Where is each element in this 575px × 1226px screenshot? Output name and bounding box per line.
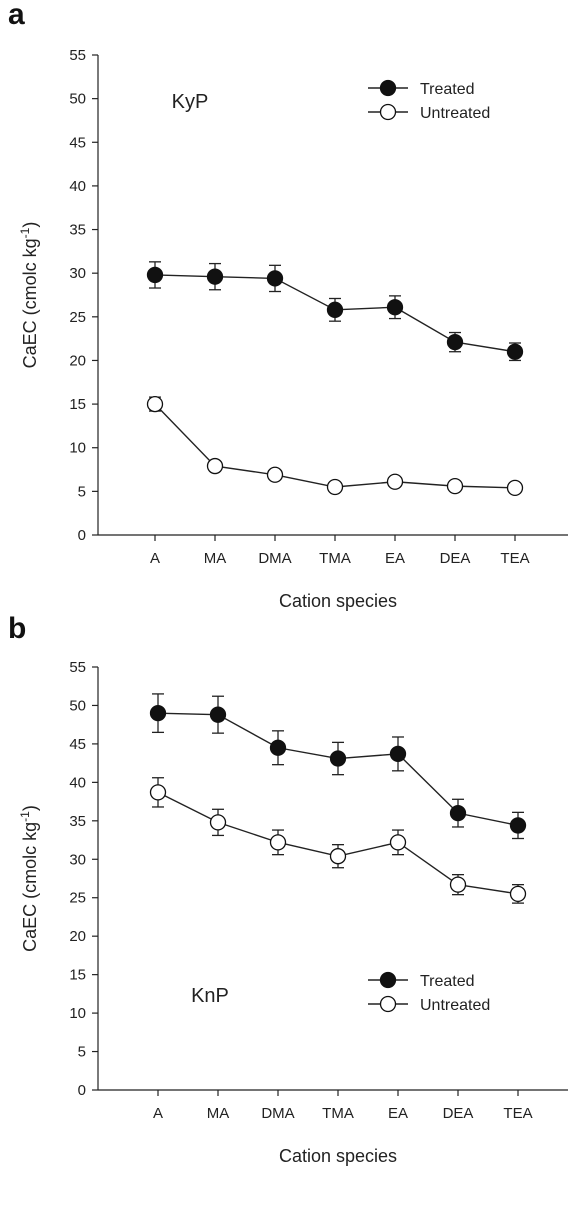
panel-a-treated-point xyxy=(266,270,284,287)
panel-b-y-tick-label: 25 xyxy=(69,890,86,907)
panel-a-y-axis-title: CaEC (cmolc kg-1) xyxy=(18,222,40,369)
panel-a-untreated-point xyxy=(266,466,284,483)
panel-a-treated-point xyxy=(206,268,224,285)
panel-b-y-tick-label: 50 xyxy=(69,697,86,714)
panel-b-x-tick-label: DEA xyxy=(443,1105,474,1122)
panel-a-x-tick-label: DMA xyxy=(258,550,291,567)
panel-b-treated-legend-label: Treated xyxy=(420,973,475,990)
panel-a-untreated-legend-label: Untreated xyxy=(420,105,490,122)
panel-b-untreated-legend-marker xyxy=(379,995,397,1013)
panel-a-x-tick-label: TMA xyxy=(319,550,351,567)
panel-b-treated-point xyxy=(269,739,287,756)
panel-b-x-tick-label: MA xyxy=(207,1105,230,1122)
chart-panel-b: 0 5 10 15 20 25 30 35 40 45 50 55 A MA DMA TMA EA DEA TEA C… xyxy=(18,659,568,1166)
panel-b-y-tick-label: 45 xyxy=(69,736,86,753)
panel-b-treated-point xyxy=(149,704,167,722)
panel-b-y-tick-label: 55 xyxy=(69,659,86,676)
panel-a-treated-point xyxy=(386,299,404,316)
panel-a-treated-legend-marker xyxy=(379,79,397,97)
panel-b-y-tick-label: 10 xyxy=(69,1005,86,1022)
panel-a-treated-point xyxy=(506,343,524,360)
panel-b-untreated-point xyxy=(389,834,407,851)
panel-a-y-tick-label: 45 xyxy=(69,134,86,151)
panel-b-treated-point xyxy=(389,745,407,763)
panel-b-x-tick-label: TMA xyxy=(322,1105,354,1122)
panel-a-x-tick-label: A xyxy=(150,550,160,567)
panel-a-untreated-point xyxy=(206,457,224,475)
panel-a-site-annotation: KyP xyxy=(172,91,209,113)
panel-b-y-tick-label: 40 xyxy=(69,774,86,791)
panel-a-untreated-point xyxy=(446,477,464,495)
panel-a-untreated-point xyxy=(146,395,164,413)
panel-a-x-tick-label: EA xyxy=(385,550,405,567)
panel-a-untreated-line xyxy=(154,403,516,489)
panel-a-y-tick-label: 25 xyxy=(69,309,86,326)
panel-b-y-tick-label: 35 xyxy=(69,813,86,830)
panel-b-x-axis-title: Cation species xyxy=(279,1146,397,1166)
panel-a-treated-point xyxy=(326,301,344,318)
panel-b-y-tick-label: 15 xyxy=(69,967,86,984)
panel-a-y-tick-label: 0 xyxy=(78,527,86,544)
panel-label-b: b xyxy=(8,612,27,645)
panel-b-site-annotation: KnP xyxy=(191,985,229,1007)
panel-b-x-tick-label: EA xyxy=(388,1105,408,1122)
panel-b-y-tick-label: 5 xyxy=(78,1044,86,1061)
panel-b-y-tick-label: 30 xyxy=(69,851,86,868)
panel-a-y-tick-label: 10 xyxy=(69,440,86,457)
panel-a-y-tick-label: 15 xyxy=(69,396,86,413)
panel-a-x-tick-label: MA xyxy=(204,550,227,567)
panel-a-treated-point xyxy=(446,333,464,351)
panel-b-untreated-point xyxy=(269,834,287,851)
panel-b-treated-point xyxy=(509,817,527,834)
panel-a-y-tick-label: 50 xyxy=(69,91,86,108)
panel-a-y-tick-label: 40 xyxy=(69,178,86,195)
panel-b-untreated-legend-label: Untreated xyxy=(420,997,490,1014)
panel-b-x-tick-label: DMA xyxy=(261,1105,294,1122)
panel-a-untreated-legend-marker xyxy=(379,103,397,121)
panel-b-treated-point xyxy=(209,706,227,723)
panel-a-untreated-point xyxy=(506,479,524,497)
panel-a-y-tick-label: 5 xyxy=(78,483,86,500)
panel-b-y-tick-label: 20 xyxy=(69,928,86,945)
panel-a-untreated-point xyxy=(326,478,344,496)
panel-label-a: a xyxy=(8,0,25,31)
panel-a-x-tick-label: TEA xyxy=(500,550,529,567)
panel-b-y-tick-label: 0 xyxy=(78,1082,86,1099)
panel-b-untreated-point xyxy=(449,876,467,893)
panel-a-treated-point xyxy=(146,266,164,284)
panel-a-y-tick-label: 20 xyxy=(69,352,86,369)
panel-a-treated-legend-label: Treated xyxy=(420,81,475,98)
panel-b-x-tick-label: TEA xyxy=(503,1105,532,1122)
panel-b-untreated-point xyxy=(209,814,227,831)
panel-a-x-axis-title: Cation species xyxy=(279,591,397,611)
panel-a-y-tick-label: 30 xyxy=(69,265,86,282)
panel-b-untreated-point xyxy=(149,784,167,801)
panel-b-treated-point xyxy=(329,750,347,767)
panel-b-untreated-point xyxy=(509,885,527,903)
panel-a-y-tick-label: 55 xyxy=(69,47,86,64)
panel-a-untreated-point xyxy=(386,473,404,490)
panel-b-treated-legend-marker xyxy=(379,971,397,989)
chart-panel-a: 0 5 10 15 20 25 30 35 40 45 50 55 A MA DMA TMA EA DEA TEA C… xyxy=(18,47,568,611)
panel-a-y-tick-label: 35 xyxy=(69,222,86,239)
panel-b-untreated-point xyxy=(329,848,347,865)
panel-b-treated-point xyxy=(449,804,467,822)
panel-b-untreated-line xyxy=(157,791,519,895)
panel-a-x-tick-label: DEA xyxy=(440,550,471,567)
panel-b-x-tick-label: A xyxy=(153,1105,163,1122)
panel-b-y-axis-title: CaEC (cmolc kg-1) xyxy=(18,805,40,952)
